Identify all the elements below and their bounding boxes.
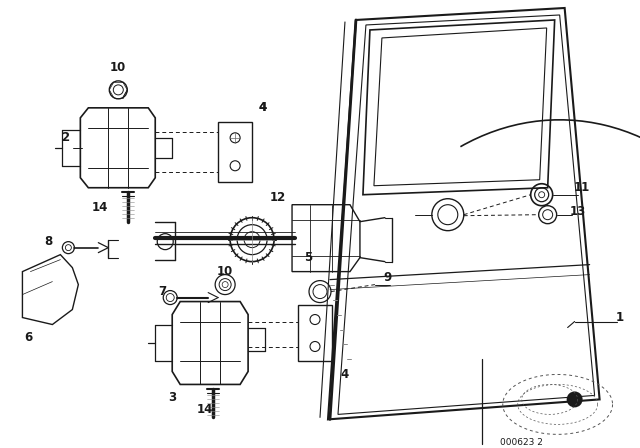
Text: 10: 10 [110, 61, 127, 74]
Text: 13: 13 [570, 205, 586, 218]
Text: 2: 2 [61, 131, 69, 144]
Text: 11: 11 [573, 181, 589, 194]
Text: 8: 8 [44, 235, 52, 248]
Text: 4: 4 [258, 101, 266, 114]
Text: 12: 12 [270, 191, 286, 204]
Text: 14: 14 [197, 403, 213, 416]
Text: 9: 9 [384, 271, 392, 284]
Text: 000623 2: 000623 2 [500, 438, 543, 447]
Text: 1: 1 [616, 311, 623, 324]
Text: 10: 10 [217, 265, 233, 278]
Text: 14: 14 [92, 201, 109, 214]
Circle shape [566, 392, 582, 407]
Text: 4: 4 [341, 368, 349, 381]
Text: 7: 7 [158, 285, 166, 298]
Text: 4: 4 [258, 101, 266, 114]
Text: 5: 5 [304, 251, 312, 264]
Text: 6: 6 [24, 331, 33, 344]
Text: 3: 3 [168, 391, 176, 404]
